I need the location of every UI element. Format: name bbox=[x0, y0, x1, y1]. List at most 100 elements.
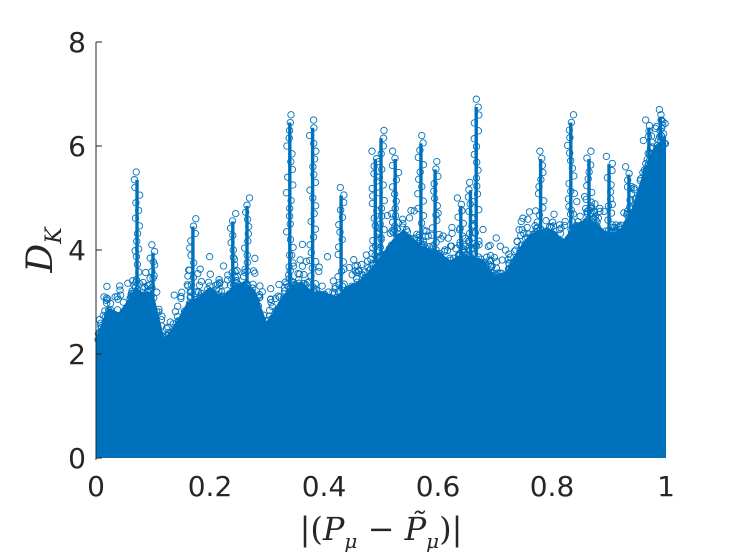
scatter-point bbox=[340, 265, 348, 273]
scatter-point bbox=[142, 268, 150, 277]
scatter-point bbox=[133, 260, 142, 269]
x-tick-label: 0 bbox=[87, 470, 105, 503]
scatter-point bbox=[248, 288, 256, 296]
scatter-point bbox=[534, 190, 543, 198]
x-axis-label-minus: − bbox=[357, 510, 404, 548]
scatter-point bbox=[407, 206, 415, 215]
scatter-point bbox=[417, 245, 425, 254]
scatter-point bbox=[283, 142, 291, 150]
scatter-point bbox=[607, 209, 616, 217]
scatter-point bbox=[657, 111, 665, 119]
scatter-point bbox=[454, 251, 463, 259]
scatter-point bbox=[289, 284, 297, 292]
scatter-point bbox=[288, 150, 296, 158]
scatter-point bbox=[520, 229, 528, 238]
scatter-point bbox=[496, 242, 504, 250]
scatter-point bbox=[315, 267, 323, 276]
scatter-point bbox=[376, 220, 384, 228]
scatter-point bbox=[216, 278, 224, 286]
scatter-point bbox=[158, 322, 166, 330]
scatter-point bbox=[295, 276, 303, 284]
scatter-point bbox=[172, 323, 180, 331]
scatter-point bbox=[428, 224, 436, 232]
scatter-point bbox=[223, 276, 232, 284]
scatter-point bbox=[378, 251, 387, 259]
scatter-spike bbox=[538, 159, 543, 230]
scatter-point bbox=[148, 241, 156, 249]
scatter-point bbox=[563, 141, 572, 150]
scatter-point bbox=[132, 168, 140, 176]
scatter-point bbox=[479, 225, 487, 234]
scatter-point bbox=[242, 280, 250, 288]
scatter-point bbox=[226, 224, 235, 232]
scatter-point bbox=[568, 218, 577, 226]
scatter-point bbox=[150, 247, 159, 256]
scatter-point bbox=[335, 243, 343, 251]
scatter-point bbox=[399, 219, 407, 228]
scatter-point bbox=[287, 157, 295, 166]
scatter-point bbox=[334, 287, 342, 296]
scatter-spike bbox=[288, 122, 292, 287]
scatter-point bbox=[345, 263, 353, 272]
scatter-point bbox=[360, 274, 369, 283]
scatter-point bbox=[265, 320, 273, 329]
plot-area bbox=[94, 95, 670, 458]
y-tick-label: 0 bbox=[68, 442, 86, 475]
scatter-point bbox=[512, 255, 520, 264]
scatter-point bbox=[197, 277, 206, 286]
y-axis-label-main: D bbox=[20, 244, 61, 274]
scatter-point bbox=[305, 131, 314, 140]
scatter-point bbox=[606, 188, 615, 196]
scatter-point bbox=[243, 215, 252, 224]
scatter-point bbox=[310, 155, 319, 163]
scatter-point bbox=[368, 270, 377, 278]
scatter-point bbox=[100, 293, 108, 301]
x-axis-label: |(Pμ − P̃μ)| bbox=[300, 510, 463, 552]
scatter-point bbox=[165, 336, 173, 344]
scatter-point bbox=[377, 204, 386, 213]
scatter-point bbox=[537, 175, 545, 184]
scatter-point bbox=[353, 278, 361, 286]
scatter-point bbox=[417, 219, 426, 227]
scatter-point bbox=[596, 207, 604, 216]
scatter-point bbox=[177, 294, 185, 303]
scatter-point bbox=[284, 173, 292, 181]
scatter-point bbox=[474, 166, 482, 174]
x-axis-label-bar-right: )| bbox=[439, 510, 462, 548]
scatter-point bbox=[368, 184, 376, 193]
scatter-point bbox=[309, 163, 317, 171]
scatter-point bbox=[474, 127, 483, 135]
scatter-point bbox=[440, 247, 449, 256]
scatter-point bbox=[282, 228, 291, 236]
scatter-point bbox=[252, 296, 260, 305]
scatter-point bbox=[533, 218, 541, 226]
scatter-point bbox=[446, 256, 455, 264]
scatter-point bbox=[583, 182, 591, 190]
scatter-point bbox=[432, 246, 440, 254]
scatter-point bbox=[567, 231, 575, 240]
scatter-point bbox=[187, 251, 195, 260]
scatter-point bbox=[469, 213, 477, 222]
scatter-point bbox=[437, 235, 445, 243]
scatter-point bbox=[186, 288, 194, 296]
scatter-point bbox=[573, 222, 581, 230]
scatter-point bbox=[388, 161, 397, 170]
scatter-point bbox=[602, 230, 610, 239]
scatter-point bbox=[391, 211, 400, 220]
scatter-point bbox=[96, 319, 105, 327]
scatter-point bbox=[639, 136, 648, 145]
scatter-point bbox=[224, 271, 232, 279]
scatter-point bbox=[311, 225, 320, 233]
scatter-point bbox=[518, 241, 526, 249]
scatter-point bbox=[380, 196, 388, 205]
scatter-point bbox=[132, 276, 141, 284]
scatter-point bbox=[459, 219, 467, 228]
scatter-point bbox=[388, 147, 397, 155]
scatter-point bbox=[298, 240, 307, 249]
scatter-point bbox=[280, 287, 289, 295]
scatter-point bbox=[542, 217, 550, 225]
scatter-point bbox=[194, 297, 202, 306]
scatter-point bbox=[306, 256, 314, 265]
scatter-point bbox=[410, 207, 418, 215]
scatter-point bbox=[133, 229, 142, 238]
